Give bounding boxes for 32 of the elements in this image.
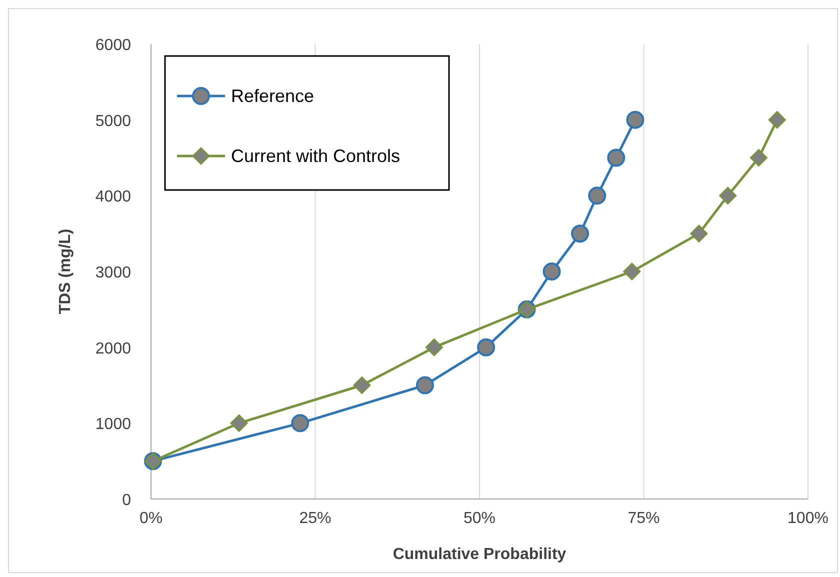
- x-tick-label: 50%: [463, 510, 496, 527]
- y-axis-title: TDS (mg/L): [57, 228, 74, 314]
- point: [291, 414, 310, 432]
- point: [353, 376, 371, 394]
- point: [623, 262, 641, 280]
- point: [588, 186, 606, 205]
- point: [416, 376, 434, 394]
- x-tick-label: 100%: [788, 510, 828, 527]
- point: [768, 111, 786, 129]
- y-tick-label: 0: [122, 492, 132, 509]
- x-tick-label: 25%: [299, 510, 332, 527]
- y-tick-label: 3000: [95, 264, 132, 282]
- point: [607, 148, 626, 167]
- point: [477, 338, 496, 356]
- point: [690, 224, 708, 242]
- x-axis-title: Cumulative Probability: [392, 546, 566, 563]
- y-tick-label: 6000: [95, 37, 132, 54]
- point: [425, 338, 443, 356]
- y-tick-label: 5000: [95, 112, 132, 130]
- point: [542, 262, 561, 280]
- point: [571, 224, 590, 243]
- y-tick-label: 2000: [95, 340, 132, 358]
- point: [230, 414, 248, 432]
- y-tick-label: 1000: [95, 416, 132, 434]
- point: [750, 149, 768, 166]
- x-tick-label: 75%: [628, 510, 660, 527]
- legend-label: Reference: [231, 86, 314, 106]
- legend-label: Current with Controls: [231, 146, 400, 166]
- x-tick-label: 0%: [139, 510, 163, 527]
- point: [626, 110, 644, 129]
- y-tick-label: 4000: [95, 188, 132, 206]
- point: [719, 186, 737, 204]
